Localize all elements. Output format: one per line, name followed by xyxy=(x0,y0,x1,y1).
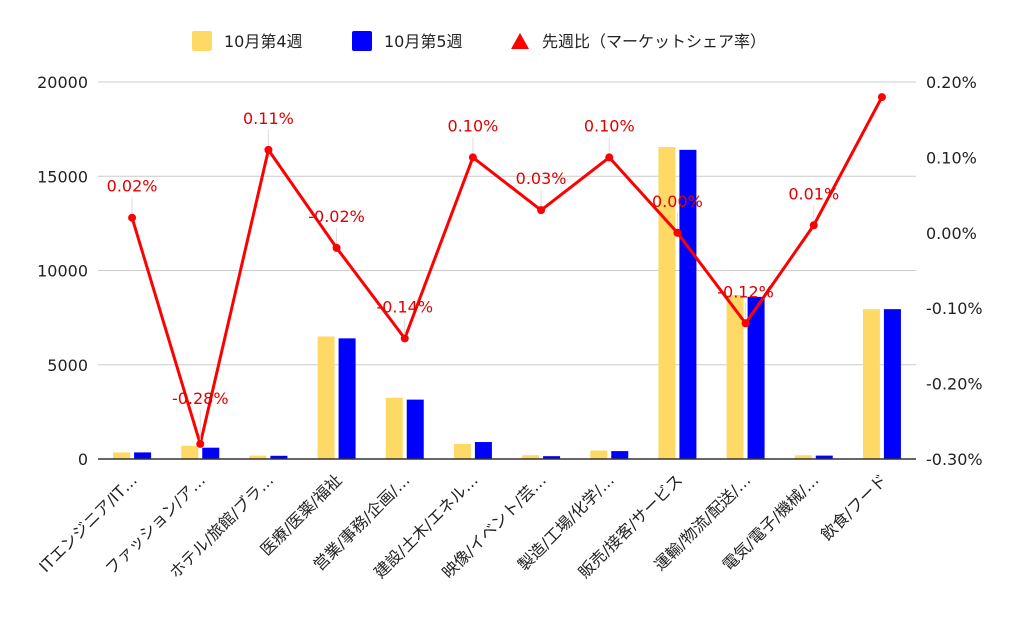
bar-week5 xyxy=(815,455,833,459)
data-label: -0.14% xyxy=(376,297,433,316)
line-point xyxy=(400,334,409,343)
data-label: 0.10% xyxy=(584,116,635,135)
legend-swatch xyxy=(352,31,372,51)
legend-label: 先週比（マーケットシェア率） xyxy=(542,32,766,51)
data-label: -0.12% xyxy=(717,282,774,301)
line-point xyxy=(332,243,341,252)
bar-week4 xyxy=(181,445,199,459)
bar-week5 xyxy=(747,296,765,459)
data-label: -0.28% xyxy=(172,389,229,408)
bar-week4 xyxy=(249,455,267,459)
data-label: 0.00% xyxy=(652,192,703,211)
bar-week5 xyxy=(883,309,901,459)
line-point xyxy=(877,93,886,102)
bar-week5 xyxy=(679,149,697,460)
line-point xyxy=(128,213,137,222)
bar-week5 xyxy=(270,455,288,459)
category-label: 飲食/フード xyxy=(817,470,891,544)
legend-swatch-triangle xyxy=(511,33,529,49)
bar-week5 xyxy=(202,447,220,459)
data-label: 0.02% xyxy=(107,177,158,196)
line-point xyxy=(809,221,818,230)
bar-week5 xyxy=(338,338,356,459)
line-point xyxy=(741,319,750,328)
legend: 10月第4週 10月第5週 先週比（マーケットシェア率） xyxy=(192,31,766,51)
bar-week5 xyxy=(543,456,561,459)
data-label: 0.01% xyxy=(788,184,839,203)
data-label: -0.02% xyxy=(308,207,365,226)
left-tick-label: 10000 xyxy=(37,262,88,281)
share-line-path xyxy=(130,96,884,446)
bar-week4 xyxy=(794,455,812,459)
axes: 0 5000 10000 15000 20000 -0.30% -0.20% -0.10% 0.… xyxy=(35,73,982,582)
bar-week4 xyxy=(453,443,471,459)
data-label: 0.03% xyxy=(516,169,567,188)
right-tick-label: 0.10% xyxy=(926,148,977,167)
right-tick-label: 0.20% xyxy=(926,73,977,92)
share-line: 0.02% -0.28% 0.11% -0.02% -0.14% 0.10% 0.03% 0.… xyxy=(107,93,886,448)
bar-week4 xyxy=(726,295,744,459)
bar-week4 xyxy=(385,397,403,459)
legend-label: 10月第4週 xyxy=(224,32,303,51)
data-label: 0.11% xyxy=(243,109,294,128)
line-point xyxy=(468,153,477,162)
line-point xyxy=(196,439,205,448)
left-tick-label: 5000 xyxy=(47,356,88,375)
line-point xyxy=(537,206,546,215)
left-tick-label: 20000 xyxy=(37,73,88,92)
left-tick-label: 0 xyxy=(78,450,88,469)
bar-week4 xyxy=(862,309,880,459)
line-point xyxy=(264,145,273,154)
bar-week5 xyxy=(474,442,492,459)
bar-week4 xyxy=(113,452,131,459)
line-point xyxy=(605,153,614,162)
right-tick-label: -0.20% xyxy=(926,375,983,394)
right-tick-label: 0.00% xyxy=(926,224,977,243)
bar-week4 xyxy=(317,336,335,459)
bar-week4 xyxy=(522,455,540,459)
right-tick-label: -0.10% xyxy=(926,299,983,318)
bar-week4 xyxy=(590,450,608,459)
line-point xyxy=(673,228,682,237)
data-label: 0.10% xyxy=(448,116,499,135)
bar-week5 xyxy=(611,451,629,459)
bars xyxy=(113,147,901,460)
bar-week5 xyxy=(406,399,424,459)
right-tick-label: -0.30% xyxy=(926,450,983,469)
legend-label: 10月第5週 xyxy=(384,32,463,51)
bar-week5 xyxy=(134,452,152,459)
left-tick-label: 15000 xyxy=(37,167,88,186)
legend-swatch xyxy=(192,31,212,51)
